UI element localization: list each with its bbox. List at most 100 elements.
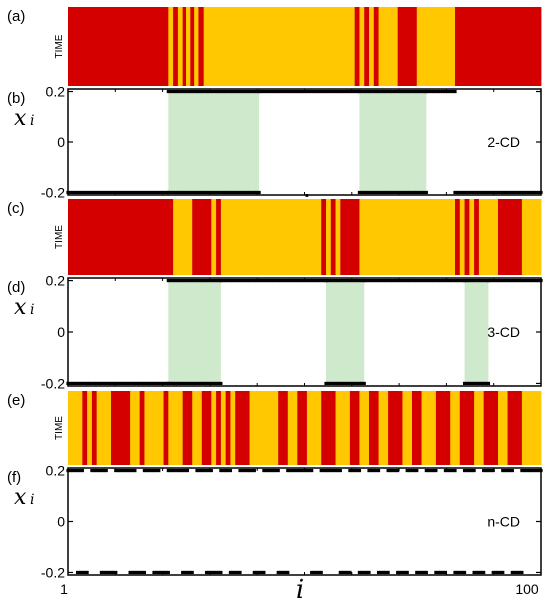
raster-segment <box>412 391 422 465</box>
data-point <box>453 570 457 575</box>
data-point <box>505 190 510 195</box>
data-point <box>403 190 407 195</box>
raster-segment <box>359 199 456 275</box>
data-point <box>66 468 70 473</box>
data-point <box>419 570 424 575</box>
data-point <box>75 468 80 473</box>
data-point <box>195 381 199 386</box>
data-point <box>138 190 142 195</box>
data-point <box>195 190 199 195</box>
data-point <box>424 468 428 473</box>
data-point <box>95 381 99 386</box>
data-point <box>386 570 390 575</box>
data-point <box>436 89 440 94</box>
data-point <box>200 381 204 386</box>
data-point <box>525 468 529 473</box>
data-point <box>484 278 488 283</box>
data-point <box>267 89 271 94</box>
data-point <box>250 468 254 473</box>
data-point <box>207 381 211 386</box>
data-point <box>338 570 342 575</box>
data-point <box>157 570 161 575</box>
data-point <box>185 381 190 386</box>
data-point <box>300 278 304 283</box>
data-point <box>92 381 96 386</box>
data-point <box>398 278 402 283</box>
data-point <box>338 278 342 283</box>
raster-segment <box>68 7 169 86</box>
data-point <box>415 468 419 473</box>
data-point <box>166 381 170 386</box>
data-point <box>496 570 500 575</box>
raster-segment <box>211 391 217 465</box>
data-point <box>166 570 170 575</box>
data-point <box>357 190 362 195</box>
data-point <box>491 190 495 195</box>
data-point <box>365 278 369 283</box>
raster-segment <box>469 199 475 275</box>
data-point <box>271 89 276 94</box>
data-point <box>360 89 364 94</box>
data-point <box>300 468 304 473</box>
panel-label: (d) <box>7 279 25 296</box>
data-point <box>138 570 142 575</box>
data-point <box>102 190 106 195</box>
data-point <box>85 570 89 575</box>
raster-segment <box>359 391 370 465</box>
data-point <box>142 190 147 195</box>
data-point <box>362 278 366 283</box>
data-point <box>204 89 209 94</box>
data-point <box>128 381 132 386</box>
y-tick-label: 0.2 <box>46 463 66 479</box>
raster-segment <box>435 391 451 465</box>
data-point <box>357 89 362 94</box>
panel-d: (d) 0.2 0 -0.2 x i 3-CD <box>7 273 543 391</box>
data-point <box>185 570 190 575</box>
data-point <box>355 381 359 386</box>
data-point <box>508 278 512 283</box>
raster-segment <box>203 7 209 86</box>
data-point <box>214 570 218 575</box>
data-point <box>231 570 235 575</box>
data-point <box>474 278 479 283</box>
data-point <box>391 468 395 473</box>
data-point <box>212 89 216 94</box>
data-point <box>99 570 104 575</box>
data-point <box>276 278 280 283</box>
data-point <box>446 89 450 94</box>
data-point <box>183 278 187 283</box>
data-point <box>80 190 84 195</box>
data-point <box>233 89 237 94</box>
data-point <box>434 468 438 473</box>
raster-segment <box>235 391 250 465</box>
data-point <box>154 381 158 386</box>
data-point <box>181 381 185 386</box>
data-point <box>188 190 192 195</box>
data-point <box>353 278 357 283</box>
data-point <box>107 381 111 386</box>
data-point <box>283 570 287 575</box>
raster-segment <box>220 391 227 465</box>
data-point <box>181 468 185 473</box>
data-point <box>298 278 302 283</box>
data-point <box>231 190 235 195</box>
data-point <box>83 381 87 386</box>
data-point <box>393 190 397 195</box>
data-point <box>417 89 421 94</box>
data-point <box>190 89 194 94</box>
data-point <box>381 278 385 283</box>
data-point <box>498 278 502 283</box>
data-point <box>443 278 448 283</box>
data-point <box>367 89 371 94</box>
data-point <box>388 278 393 283</box>
data-point <box>355 89 359 94</box>
data-point <box>403 278 407 283</box>
data-point <box>71 381 75 386</box>
data-point <box>517 190 522 195</box>
data-point <box>195 89 199 94</box>
data-point <box>247 190 252 195</box>
data-point <box>68 190 72 195</box>
data-point <box>243 190 247 195</box>
data-point <box>190 190 194 195</box>
